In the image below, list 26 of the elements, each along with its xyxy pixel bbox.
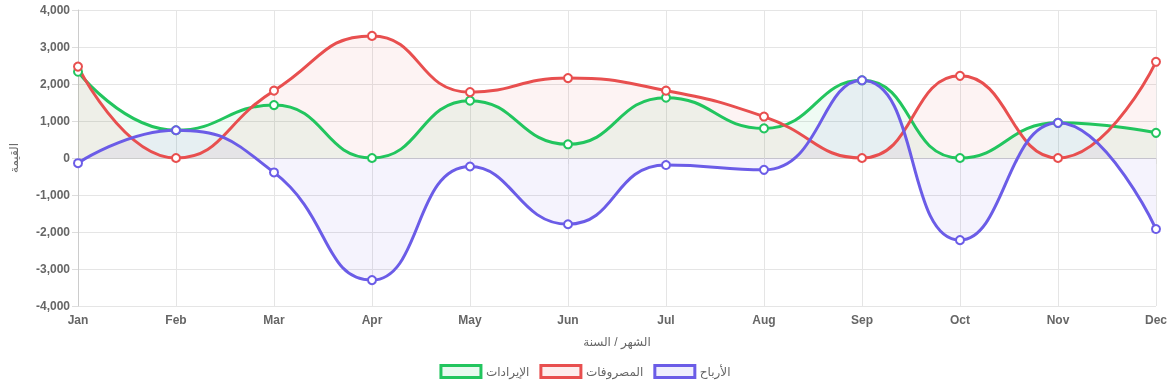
y-tick-label: 0 xyxy=(63,151,71,165)
x-tick-label: Oct xyxy=(949,313,970,327)
x-tick-label: Aug xyxy=(752,313,776,327)
legend-label: الإيرادات xyxy=(485,364,530,380)
y-tick-label: 2,000 xyxy=(39,77,71,91)
x-tick-label: Sep xyxy=(850,313,873,327)
x-tick-label: Jan xyxy=(67,313,89,327)
y-tick-label: 4,000 xyxy=(39,3,71,17)
x-tick-label: Jun xyxy=(557,313,579,327)
y-tick-label: -3,000 xyxy=(35,262,71,276)
x-tick-label: Dec xyxy=(1144,313,1168,327)
legend-label: المصروفات xyxy=(585,364,644,380)
x-tick-label: Jul xyxy=(657,313,675,327)
y-tick-label: -2,000 xyxy=(35,225,71,239)
y-tick-label: -1,000 xyxy=(35,188,71,202)
x-tick-label: May xyxy=(458,313,482,327)
x-tick-label: Mar xyxy=(263,313,285,327)
y-tick-label: -4,000 xyxy=(35,299,71,313)
x-tick-label: Feb xyxy=(165,313,187,327)
legend-label: الأرباح xyxy=(699,363,731,380)
y-tick-label: 3,000 xyxy=(39,40,71,54)
x-tick-label: Nov xyxy=(1046,313,1070,327)
y-axis-title: القيمة xyxy=(7,142,21,174)
x-tick-label: Apr xyxy=(361,313,383,327)
x-axis-title: الشهر / السنة xyxy=(583,335,651,350)
y-tick-label: 1,000 xyxy=(39,114,71,128)
